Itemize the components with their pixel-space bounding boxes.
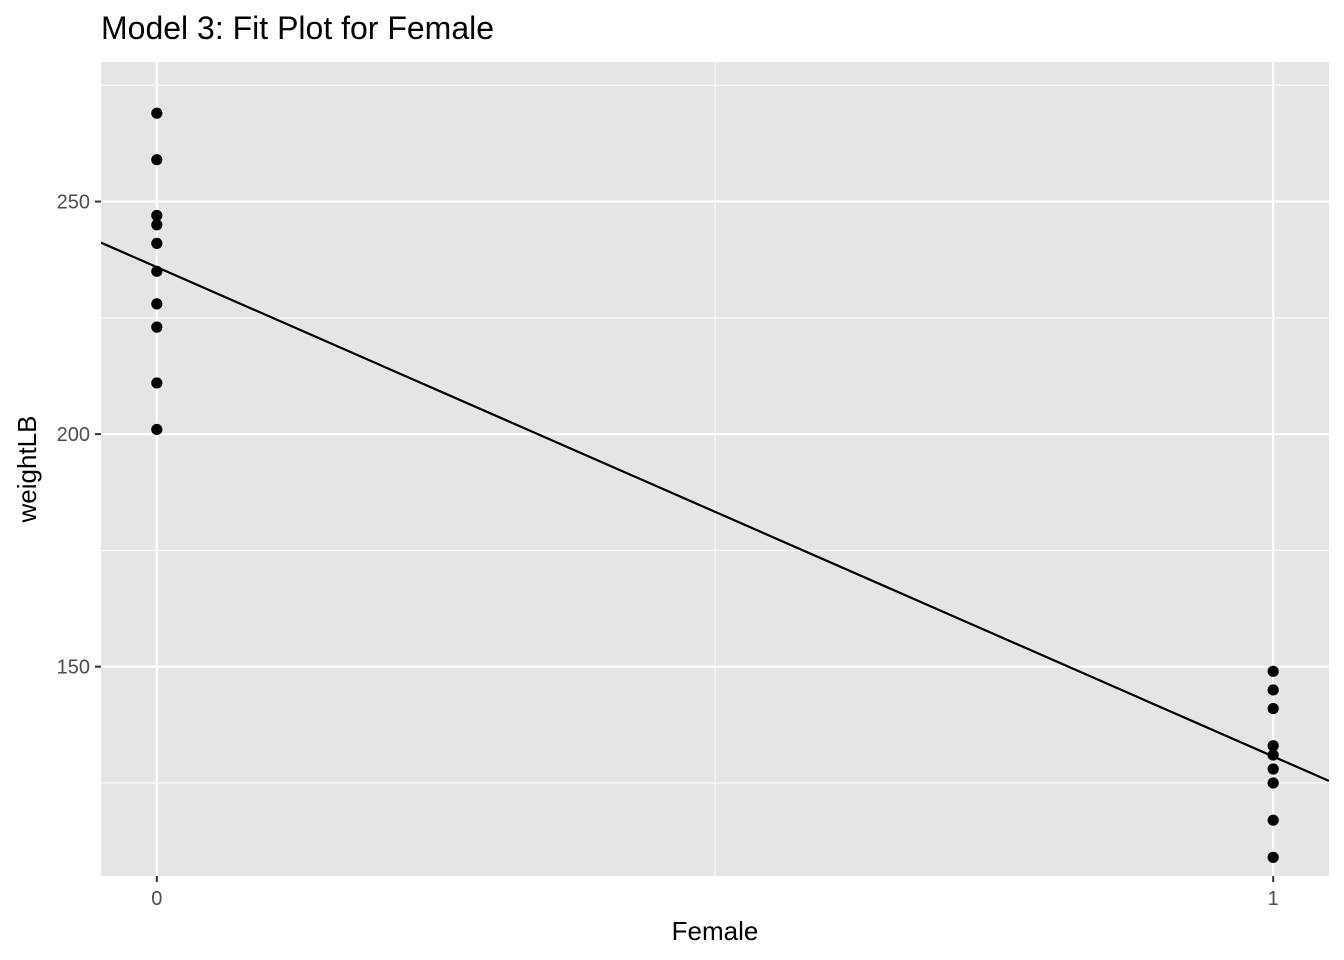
data-point <box>151 107 163 119</box>
minor-grid <box>101 62 1329 876</box>
data-point <box>151 321 163 333</box>
data-point <box>1267 777 1279 789</box>
fit-line-layer <box>101 241 1329 782</box>
data-point <box>1267 814 1279 826</box>
data-point <box>1267 684 1279 696</box>
data-point <box>151 237 163 250</box>
points-layer <box>151 107 1279 863</box>
y-tick-label: 250 <box>57 192 90 214</box>
data-point <box>1267 763 1279 775</box>
data-point <box>151 265 163 277</box>
y-axis-title: weightLB <box>12 416 42 524</box>
data-point <box>1267 740 1279 752</box>
data-point <box>1267 702 1279 715</box>
data-point <box>151 298 163 310</box>
data-point <box>151 209 163 222</box>
chart-title: Model 3: Fit Plot for Female <box>101 10 494 46</box>
data-point <box>1267 851 1279 863</box>
x-axis-title: Female <box>672 916 759 946</box>
data-point <box>151 154 163 166</box>
y-tick-label: 150 <box>57 657 90 679</box>
x-tick-label: 1 <box>1268 888 1279 910</box>
x-tick-label: 0 <box>151 888 162 910</box>
fit-line <box>101 241 1329 782</box>
data-point <box>1267 749 1279 761</box>
data-point <box>151 423 163 436</box>
y-axis: 150 200 250 <box>57 192 101 679</box>
y-tick-label: 200 <box>57 424 90 446</box>
data-point <box>151 377 163 389</box>
data-point <box>151 219 163 231</box>
data-point <box>1267 665 1279 677</box>
